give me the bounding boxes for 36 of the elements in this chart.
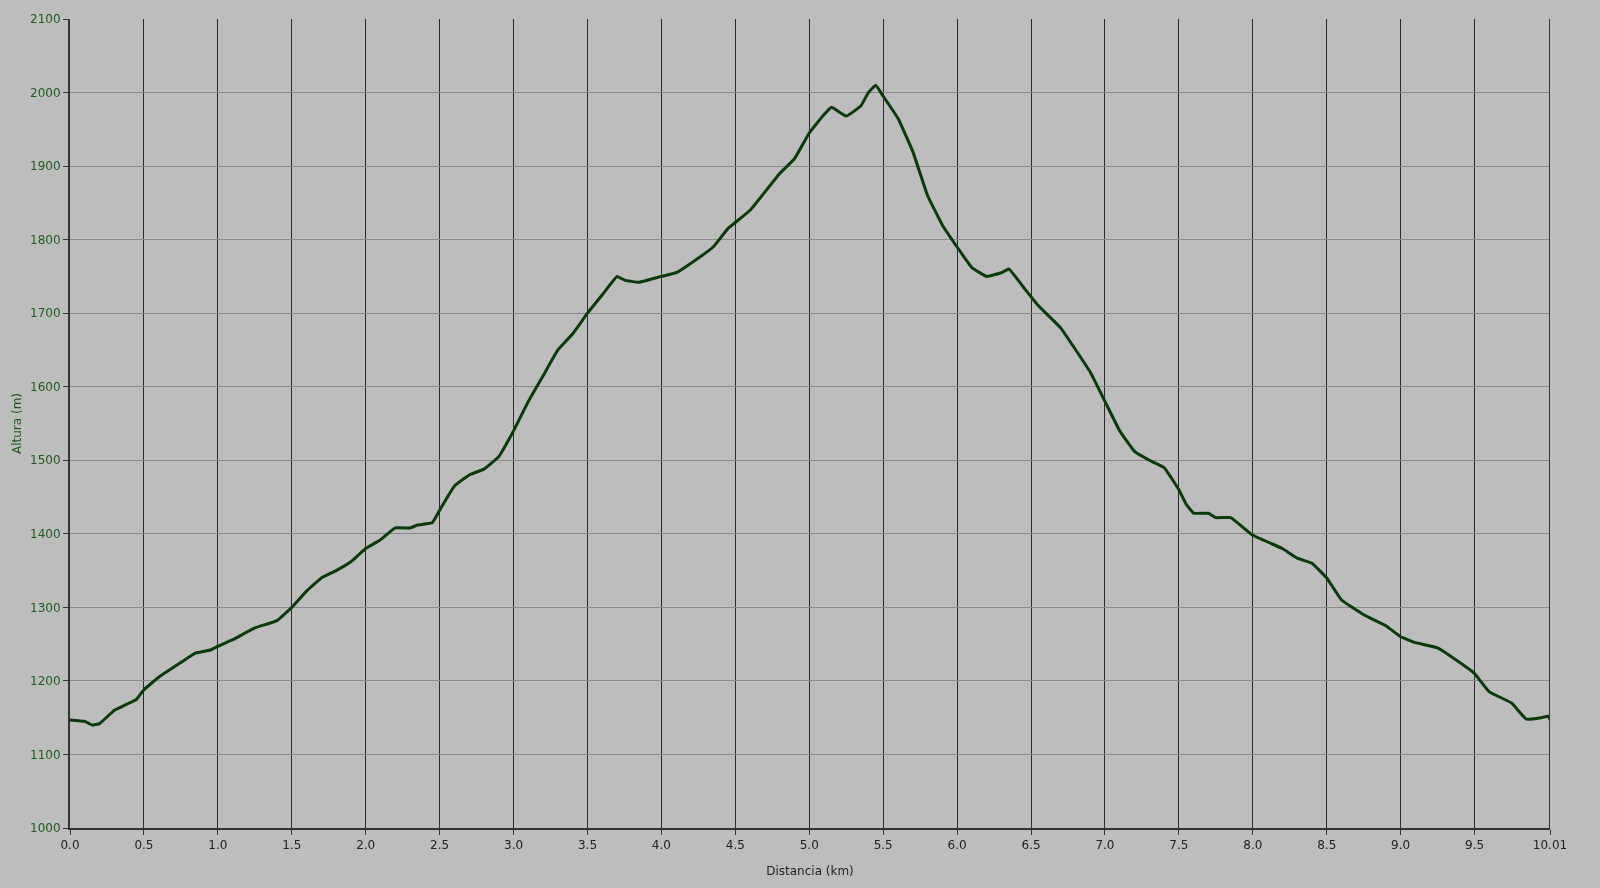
y-axis-title: Altura (m) [9,392,24,455]
line-series [70,83,1550,727]
x-axis-title: Distancia (km) [766,863,854,878]
x-tick-label: 5.0 [799,838,819,853]
x-tick-label: 9.5 [1465,838,1485,853]
y-tick-label: 1600 [30,379,61,394]
x-tick-label: 3.0 [504,838,524,853]
x-tick-label: 6.0 [947,838,967,853]
x-tick-label: 8.0 [1243,838,1263,853]
y-tick-label: 2000 [30,85,61,100]
y-tick-label: 1900 [30,159,61,174]
y-tick-label: 2100 [30,12,61,27]
y-tick-label: 1100 [30,747,61,762]
x-tick-label: 4.5 [725,838,745,853]
y-tick-label: 1000 [30,821,61,836]
x-tick-label: 1.0 [208,838,228,853]
x-tick-label: 9.0 [1391,838,1411,853]
x-tick-label: 7.0 [1095,838,1115,853]
x-tick-label: 5.5 [873,838,893,853]
y-tick-label: 1400 [30,527,61,542]
y-tick-label: 1500 [30,453,61,468]
x-tick-label: 4.0 [651,838,671,853]
x-tick-label: 0.0 [60,838,80,853]
x-tick-label: 1.5 [282,838,302,853]
x-tick-label: 7.5 [1169,838,1189,853]
y-tick-label: 1300 [30,600,61,615]
x-tick-label: 0.5 [134,838,154,853]
x-tick-label: 2.5 [430,838,450,853]
x-tick-label: 6.5 [1021,838,1041,853]
x-tick-label: 8.5 [1317,838,1337,853]
y-tick-label: 1800 [30,232,61,247]
x-tick-label: 10.01 [1532,838,1568,853]
y-tick-label: 1200 [30,674,61,689]
y-tick-label: 1700 [30,306,61,321]
x-tick-label: 3.5 [577,838,598,853]
x-tick-label: 2.0 [356,838,376,853]
